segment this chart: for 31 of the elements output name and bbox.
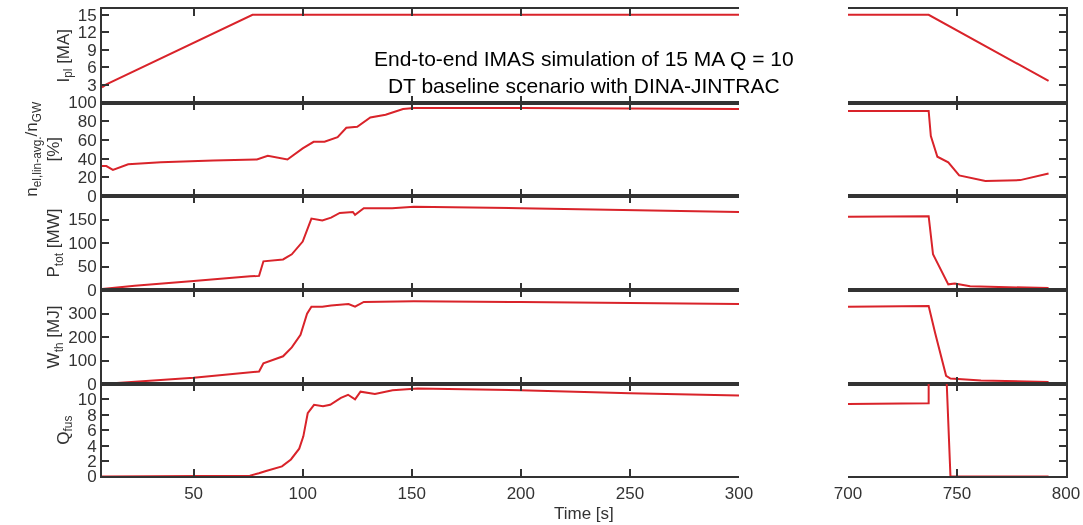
y-tick-label: 50 — [77, 257, 97, 277]
x-tick-label: 50 — [184, 483, 204, 503]
y-tick-label: 0 — [87, 186, 97, 206]
y-tick-label: 9 — [87, 40, 97, 60]
y-tick-label: 3 — [87, 75, 97, 95]
y-tick-label: 80 — [77, 112, 97, 132]
y-tick-label: 0 — [87, 280, 97, 300]
y-tick-label: 150 — [68, 210, 97, 230]
line-series — [102, 387, 739, 477]
y-tick-label: 100 — [68, 93, 97, 113]
y-tick-label: 40 — [77, 149, 97, 169]
y-tick-label: 12 — [77, 23, 97, 43]
x-tick-label: 300 — [724, 483, 754, 503]
y-tick-label: 300 — [68, 304, 97, 324]
y-tick-label: 100 — [68, 233, 97, 253]
x-axis-title: Time [s] — [554, 504, 614, 523]
y-tick-label: 200 — [68, 327, 97, 347]
y-tick-label: 15 — [77, 5, 97, 25]
x-tick-label: 800 — [1051, 483, 1081, 503]
y-tick-label: 6 — [87, 58, 97, 78]
y-tick-label: 20 — [77, 168, 97, 188]
x-tick-label: 750 — [942, 483, 972, 503]
line-series — [102, 107, 739, 171]
text: End-to-end IMAS simulation of 15 MA Q = 10 DT baseline scenario with DINA-JINTRAC — [374, 47, 794, 98]
x-tick-label: 250 — [615, 483, 645, 503]
x-tick-label: 100 — [288, 483, 317, 503]
y-tick-label: 60 — [77, 130, 97, 150]
x-tick-label: 700 — [833, 483, 863, 503]
x-tick-label: 200 — [506, 483, 536, 503]
x-tick-label: 150 — [397, 483, 426, 503]
y-tick-label: 100 — [68, 351, 97, 371]
